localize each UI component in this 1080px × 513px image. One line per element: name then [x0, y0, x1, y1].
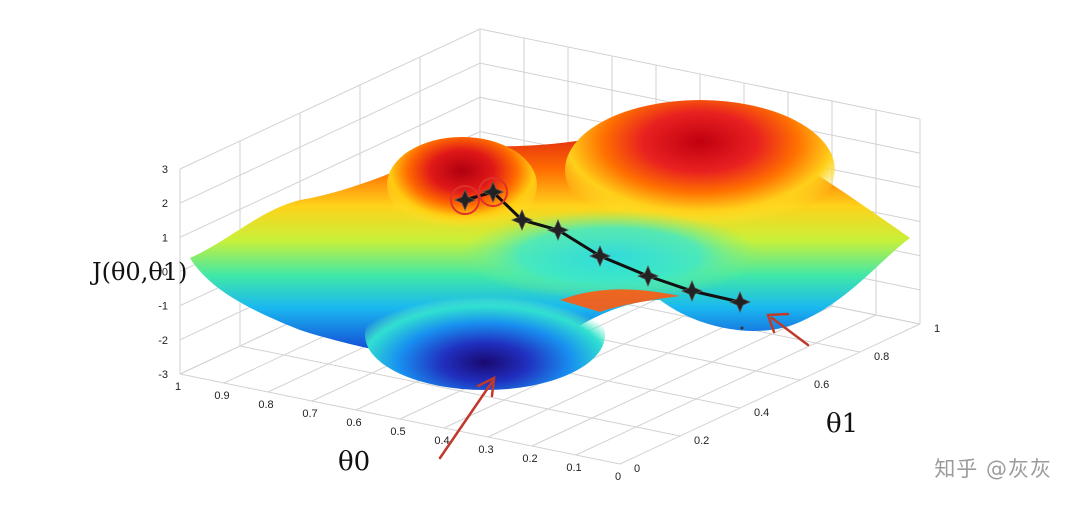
z-tick-label: -1 — [158, 301, 168, 313]
annotation-arrows — [438, 312, 810, 460]
z-tick-label: -2 — [158, 335, 168, 347]
cost-surface — [190, 100, 910, 390]
theta0-tick-label: 0.2 — [522, 453, 537, 465]
theta1-tick-label: 0.8 — [874, 351, 889, 363]
start-marker-circle — [450, 185, 480, 215]
z-tick-label: 2 — [162, 198, 168, 210]
theta0-tick-label: 0.1 — [566, 462, 581, 474]
theta0-tick-label: 0.8 — [258, 399, 273, 411]
descent-step-marker — [588, 244, 612, 268]
theta1-axis-ticks: 0 0.2 0.4 0.6 0.8 1 — [634, 323, 940, 475]
theta0-tick-label: 0.6 — [346, 417, 361, 429]
z-tick-label: -3 — [158, 369, 168, 381]
theta0-axis-ticks: 1 0.9 0.8 0.7 0.6 0.5 0.4 0.3 0.2 0.1 0 — [175, 381, 621, 483]
theta1-tick-label: 0.6 — [814, 379, 829, 391]
theta0-tick-label: 0.4 — [434, 435, 449, 447]
watermark: 知乎 @灰灰 — [934, 457, 1052, 481]
theta0-tick-label: 1 — [175, 381, 181, 393]
grid-line — [531, 305, 833, 447]
descent-step-marker — [453, 188, 477, 212]
grid-line — [575, 314, 877, 456]
descent-step-marker — [728, 290, 752, 314]
z-axis-label: J(θ0,θ1) — [89, 258, 187, 286]
arrow-local-minimum — [770, 316, 810, 347]
theta1-tick-label: 0 — [634, 463, 640, 475]
theta0-tick-label: 0.7 — [302, 408, 317, 420]
theta1-tick-label: 0.4 — [754, 407, 769, 419]
z-tick-label: 0 — [162, 267, 168, 279]
theta1-tick-label: 1 — [934, 323, 940, 335]
theta0-tick-label: 0.3 — [478, 444, 493, 456]
gradient-descent-path — [450, 177, 752, 330]
theta1-axis-label: θ1 — [826, 409, 858, 439]
z-tick-label: 1 — [162, 232, 168, 244]
descent-step-marker — [481, 180, 505, 204]
arrow-global-minimum-head — [476, 375, 496, 398]
arrow-local-minimum-head — [766, 312, 790, 334]
descent-step-marker — [636, 264, 660, 288]
theta0-tick-label: 0 — [615, 471, 621, 483]
minimum-dot — [740, 326, 744, 330]
theta0-axis-label: θ0 — [338, 447, 370, 477]
theta0-tick-label: 0.5 — [390, 426, 405, 438]
arrow-global-minimum — [438, 380, 494, 460]
z-axis-ticks: 3 2 1 0 -1 -2 -3 — [158, 164, 168, 381]
descent-line — [464, 190, 741, 304]
grid-line — [179, 28, 921, 170]
theta1-tick-label: 0.2 — [694, 435, 709, 447]
descent-step-marker — [680, 279, 704, 303]
descent-step-marker — [546, 218, 570, 242]
start-marker-circle — [478, 177, 508, 207]
descent-step-marker — [510, 208, 534, 232]
grid-line — [179, 373, 621, 465]
z-tick-label: 3 — [162, 164, 168, 176]
grid-line — [239, 345, 681, 437]
grid-line — [619, 323, 921, 465]
theta0-tick-label: 0.9 — [214, 390, 229, 402]
